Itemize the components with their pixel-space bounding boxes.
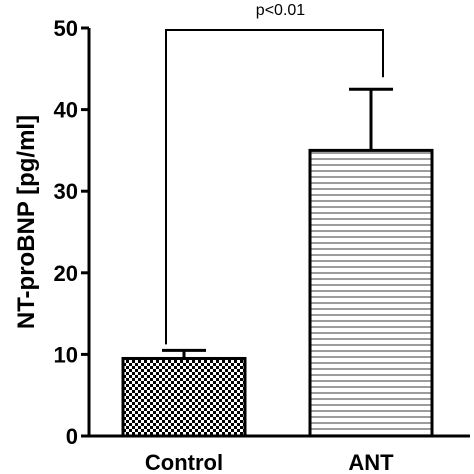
axes (87, 28, 470, 438)
significance-annotation: p<0.01 (165, 2, 384, 345)
y-tick-label: 50 (54, 16, 78, 41)
y-axis-ticks: 0 10 20 30 40 50 (54, 16, 89, 449)
y-tick-label: 0 (66, 424, 78, 449)
y-axis-title: NT-proBNP [pg/ml] (13, 115, 40, 329)
bars (121, 148, 434, 438)
y-tick-label: 30 (54, 179, 78, 204)
error-bars (162, 87, 393, 359)
x-tick-label-ant: ANT (348, 450, 394, 474)
x-tick-label-control: Control (145, 450, 223, 474)
significance-label: p<0.01 (256, 2, 305, 19)
y-tick-label: 20 (54, 261, 78, 286)
y-tick-label: 40 (54, 98, 78, 123)
x-axis-labels: Control ANT (145, 450, 394, 474)
bar-ant (308, 148, 434, 438)
y-tick-label: 10 (54, 342, 78, 367)
significance-bracket (165, 29, 384, 345)
y-axis-title-group: NT-proBNP [pg/ml] (13, 115, 40, 329)
bar-control (121, 356, 247, 438)
